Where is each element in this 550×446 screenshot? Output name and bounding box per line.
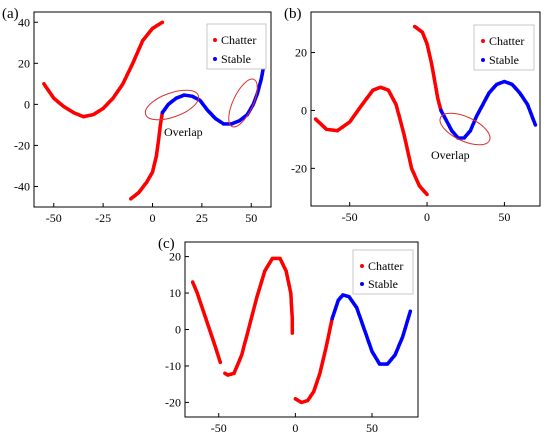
panel-b-legend-stable-marker <box>481 58 485 62</box>
panel-b-xtick-label: 50 <box>498 210 510 224</box>
panel-a-ytick-label: 20 <box>18 56 30 70</box>
panel-c-ytick-label: 20 <box>169 250 181 264</box>
overlap-ellipse-right <box>228 78 258 128</box>
panel-b-legend-chatter-marker <box>481 39 485 43</box>
panel-c-legend-chatter-marker <box>360 264 364 268</box>
panel-c-legend-chatter-label: Chatter <box>368 259 403 273</box>
panel-a-xtick-label: 25 <box>196 211 208 225</box>
panel-b-xtick-label: 0 <box>424 210 430 224</box>
overlap-ellipse <box>439 112 491 146</box>
panel-b-legend-box <box>473 24 535 71</box>
panel-a-xtick-label: -25 <box>95 211 111 225</box>
panel-a-ytick-label: 0 <box>24 97 30 111</box>
panel-a-ytick-label: -20 <box>14 138 30 152</box>
panel-b-point-chatter <box>425 192 429 197</box>
panel-b-overlap-label: Overlap <box>431 148 470 162</box>
overlap-ellipse-left <box>144 89 200 121</box>
panel-a-legend: Chatter Stable <box>206 23 267 70</box>
panel-c-marks <box>190 256 413 405</box>
panel-c-ytick-label: -20 <box>165 395 181 409</box>
panel-c-ytick-label: -10 <box>165 359 181 373</box>
panel-a-overlap-annotation: Overlap <box>144 78 258 139</box>
panel-b-legend: Chatter Stable <box>473 24 535 71</box>
panel-b-frame <box>310 11 541 207</box>
panel-c-xtick-label: 50 <box>366 421 378 435</box>
panel-c-point-stable <box>408 309 413 314</box>
panel-b: (b) -50 0 50 -20 0 20 Overlap Chatter Stable <box>284 6 541 224</box>
panel-a-legend-stable-label: Stable <box>221 52 251 66</box>
panel-b-legend-chatter-label: Chatter <box>489 34 524 48</box>
panel-c-legend-box <box>352 249 414 295</box>
panel-a-ytick-label: 40 <box>18 15 30 29</box>
panel-a: (a) -50 -25 0 25 50 -40 -20 0 20 40 Overlap Chatt… <box>2 6 272 225</box>
panel-b-xtick-label: -50 <box>342 210 358 224</box>
panel-a-marks <box>42 20 265 201</box>
panel-c-ytick-label: 10 <box>169 286 181 300</box>
panel-a-ytick-label: -40 <box>14 179 30 193</box>
panel-b-label: (b) <box>284 6 302 22</box>
panel-c-ticks: -50 0 50 -20 -10 0 10 20 <box>165 250 378 435</box>
panel-b-marks <box>313 24 538 197</box>
panel-b-point-stable <box>533 123 538 127</box>
panel-a-xtick-label: 50 <box>245 211 257 225</box>
panel-a-xtick-label: -50 <box>46 211 62 225</box>
panel-c-legend: Chatter Stable <box>352 249 414 295</box>
panel-a-legend-chatter-label: Chatter <box>221 33 256 47</box>
panel-c-point-chatter <box>218 360 223 365</box>
panel-a-legend-chatter-marker <box>213 38 217 42</box>
panel-b-ytick-label: 0 <box>301 103 307 117</box>
panel-a-point-chatter <box>160 20 165 25</box>
panel-c-legend-stable-label: Stable <box>368 277 398 291</box>
panel-c-xtick-label: -50 <box>211 421 227 435</box>
panel-b-legend-stable-label: Stable <box>489 53 519 67</box>
panel-a-legend-box <box>206 23 267 70</box>
panel-b-overlap-annotation: Overlap <box>431 112 491 162</box>
panel-b-ytick-label: 20 <box>295 46 307 60</box>
panel-c-ytick-label: 0 <box>175 323 181 337</box>
panel-a-ticks: -50 -25 0 25 50 -40 -20 0 20 40 <box>14 15 257 225</box>
panel-c-xtick-label: 0 <box>292 421 298 435</box>
panel-c: (c) -50 0 50 -20 -10 0 10 20 Chatter Stable <box>158 236 419 435</box>
panel-a-label: (a) <box>2 6 19 22</box>
panel-a-overlap-label: Overlap <box>164 125 203 139</box>
panel-c-legend-stable-marker <box>360 282 364 286</box>
panel-a-legend-stable-marker <box>213 57 217 61</box>
panel-b-ticks: -50 0 50 -20 0 20 <box>291 46 510 224</box>
panel-a-xtick-label: 0 <box>150 211 156 225</box>
panel-c-label: (c) <box>158 236 175 252</box>
panel-c-point-chatter <box>290 331 295 335</box>
panel-b-ytick-label: -20 <box>291 161 307 175</box>
